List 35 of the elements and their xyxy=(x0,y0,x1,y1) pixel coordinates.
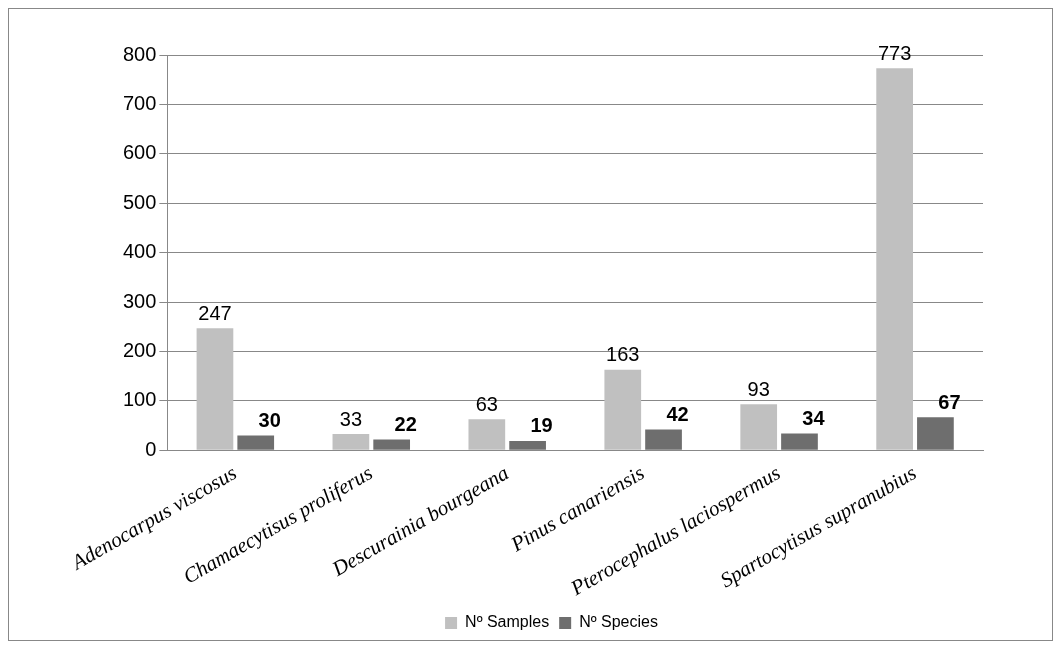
bar xyxy=(509,440,546,450)
y-tick-label: 600 xyxy=(122,141,157,164)
y-tick-label: 0 xyxy=(145,437,157,460)
data-label: 42 xyxy=(666,403,689,426)
data-label: 19 xyxy=(530,414,553,437)
data-label: 30 xyxy=(258,408,281,431)
y-tick-label: 400 xyxy=(122,240,157,263)
data-label: 93 xyxy=(747,377,770,400)
bar xyxy=(645,429,682,450)
bar xyxy=(373,439,411,450)
bar xyxy=(876,68,913,450)
data-label: 63 xyxy=(475,392,498,415)
bar xyxy=(468,419,506,450)
y-tick-label: 200 xyxy=(122,338,157,361)
bar xyxy=(196,328,234,450)
data-label: 22 xyxy=(394,412,417,435)
data-label: 247 xyxy=(198,301,232,324)
legend-label: Nº Samples xyxy=(465,613,550,631)
bar xyxy=(237,435,275,450)
bar xyxy=(917,417,954,450)
legend-label: Nº Species xyxy=(579,613,658,631)
y-tick-label: 700 xyxy=(122,91,157,114)
data-label: 67 xyxy=(938,390,961,413)
data-label: 773 xyxy=(877,41,912,64)
data-label: 34 xyxy=(802,407,826,430)
data-label: 163 xyxy=(606,343,640,366)
y-tick-label: 800 xyxy=(122,42,157,65)
bar xyxy=(332,433,370,450)
data-label: 33 xyxy=(339,407,363,430)
bar xyxy=(781,433,818,450)
y-tick-label: 300 xyxy=(122,289,157,312)
bar xyxy=(740,404,778,450)
bar xyxy=(604,369,642,450)
y-tick-label: 100 xyxy=(122,388,157,411)
y-tick-label: 500 xyxy=(122,190,157,213)
